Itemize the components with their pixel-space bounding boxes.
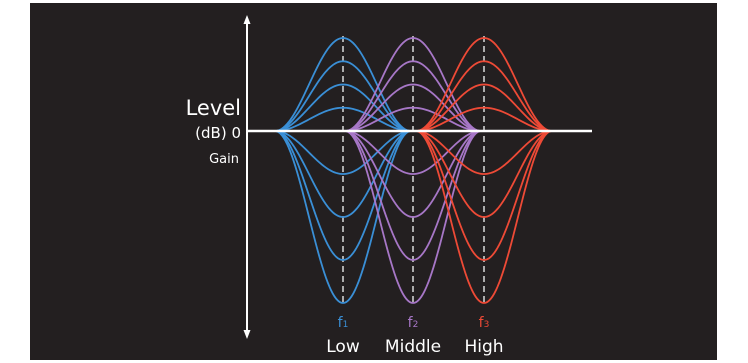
curve-low-cut-1 xyxy=(274,130,412,304)
curve-low-boost-3 xyxy=(274,83,412,132)
curve-middle-cut-1 xyxy=(344,130,482,304)
band-high-name: High xyxy=(464,337,503,357)
curve-high-boost-3 xyxy=(415,83,553,132)
vertical-axis-arrow-top xyxy=(243,15,251,24)
curve-middle-cut-2 xyxy=(344,130,482,261)
curve-middle-cut-4 xyxy=(344,130,482,175)
band-low-name: Low xyxy=(326,337,360,357)
axes xyxy=(243,15,592,339)
curve-high-cut-2 xyxy=(415,130,553,261)
curve-high-boost-4 xyxy=(415,106,553,132)
curve-high-boost-1 xyxy=(415,37,553,132)
curve-low-cut-4 xyxy=(274,130,412,175)
curve-low-cut-3 xyxy=(274,130,412,218)
band-response-curves xyxy=(274,37,553,304)
band-labels: f1 f2 f3 Low Middle High xyxy=(326,315,503,357)
curve-middle-boost-1 xyxy=(344,37,482,132)
band-middle-freq-label: f2 xyxy=(408,315,419,331)
curve-middle-cut-3 xyxy=(344,130,482,218)
curve-low-boost-4 xyxy=(274,106,412,132)
curve-middle-boost-3 xyxy=(344,83,482,132)
curve-high-cut-3 xyxy=(415,130,553,218)
curve-low-cut-2 xyxy=(274,130,412,261)
level-label: Level xyxy=(186,96,241,120)
db-zero-label: (dB) 0 xyxy=(195,124,241,142)
band-middle-name: Middle xyxy=(385,337,441,357)
curve-low-boost-1 xyxy=(274,37,412,132)
curve-high-cut-4 xyxy=(415,130,553,175)
curve-high-boost-2 xyxy=(415,60,553,132)
curve-high-cut-1 xyxy=(415,130,553,304)
gain-label: Gain xyxy=(209,152,239,167)
band-high-freq-label: f3 xyxy=(479,315,490,331)
curve-middle-boost-4 xyxy=(344,106,482,132)
curve-middle-boost-2 xyxy=(344,60,482,132)
band-low-freq-label: f1 xyxy=(338,315,349,331)
vertical-axis-arrow-bottom xyxy=(243,330,251,339)
